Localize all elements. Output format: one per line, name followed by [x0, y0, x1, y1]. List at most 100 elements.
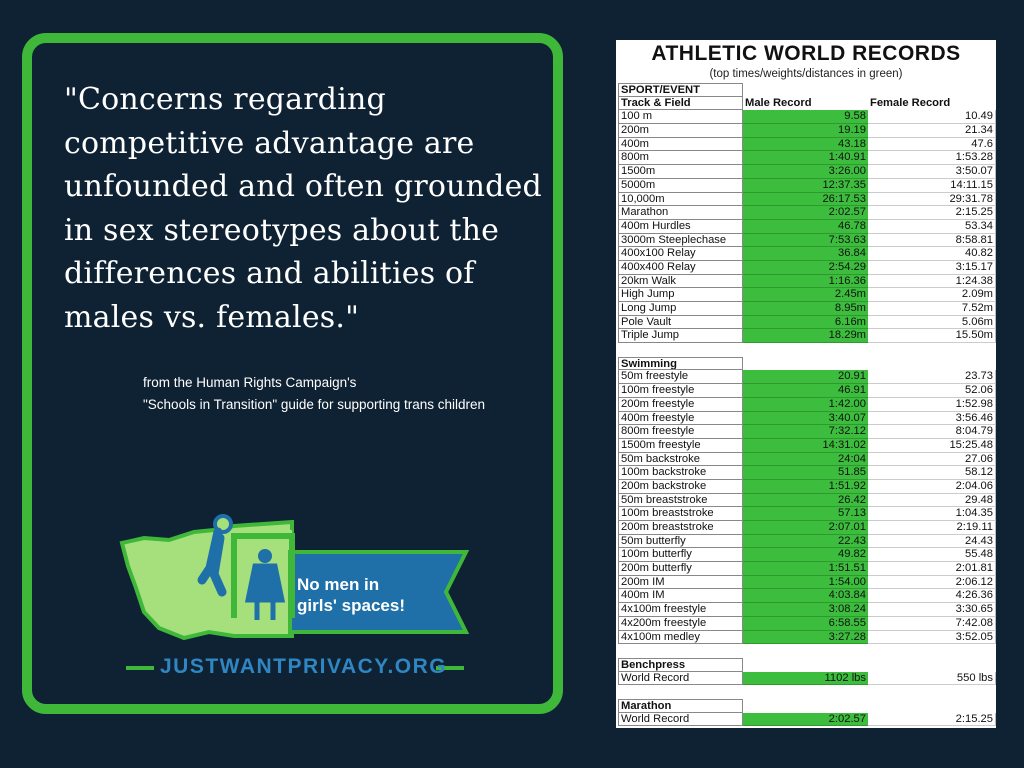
table-row: 100m freestyle 46.91 52.06 — [618, 384, 996, 398]
male-record-cell: 36.84 — [743, 247, 868, 261]
male-record-cell: 2:02.57 — [743, 712, 868, 727]
table-row: 3000m Steeplechase 7:53.63 8:58.81 — [618, 233, 996, 248]
table-row: 200m breaststroke 2:07.01 2:19.11 — [618, 521, 996, 535]
event-cell: World Record — [618, 712, 743, 727]
man-figure-body — [197, 527, 227, 597]
logo-url: JUSTWANTPRIVACY.ORG — [160, 655, 448, 678]
event-cell: 50m breaststroke — [618, 493, 743, 508]
female-record-cell: 7.52m — [868, 302, 996, 316]
event-cell: 100m freestyle — [618, 384, 743, 398]
male-record-cell: 1:42.00 — [743, 397, 868, 412]
male-record-cell: 46.78 — [743, 219, 868, 234]
swimming-header-row: Swimming — [618, 356, 996, 371]
male-record-cell: 49.82 — [743, 548, 868, 563]
event-cell: 800m — [618, 151, 743, 166]
female-record-cell: 14:11.15 — [868, 178, 996, 193]
table-row: Long Jump 8.95m 7.52m — [618, 302, 996, 316]
table-row: 200m 19.19 21.34 — [618, 124, 996, 138]
male-record-cell: 22.43 — [743, 534, 868, 549]
event-cell: 200m breaststroke — [618, 521, 743, 535]
female-record-cell: 29:31.78 — [868, 192, 996, 207]
door-frame — [231, 533, 295, 618]
male-record-cell: 18.29m — [743, 329, 868, 344]
col-male-header: Male Record — [745, 96, 812, 109]
section-label: SPORT/EVENT — [618, 83, 743, 97]
event-cell: 200m IM — [618, 575, 743, 590]
table-row: 400x100 Relay 36.84 40.82 — [618, 247, 996, 261]
female-record-cell: 3:15.17 — [868, 260, 996, 275]
event-cell: 50m backstroke — [618, 452, 743, 467]
event-cell: 100m breaststroke — [618, 507, 743, 521]
female-record-cell: 10.49 — [868, 110, 996, 125]
table-row: 4x200m freestyle 6:58.55 7:42.08 — [618, 616, 996, 631]
event-cell: 10,000m — [618, 192, 743, 207]
records-subtitle: (top times/weights/distances in green) — [709, 68, 903, 80]
female-record-cell: 2:15.25 — [868, 206, 996, 220]
section-header-row: SPORT/EVENT — [618, 83, 996, 97]
male-record-cell: 1:40.91 — [743, 151, 868, 166]
male-record-cell: 46.91 — [743, 384, 868, 398]
female-record-cell: 1:53.28 — [868, 151, 996, 166]
male-record-cell: 4:03.84 — [743, 589, 868, 604]
male-record-cell: 2:54.29 — [743, 260, 868, 275]
table-row: 100m backstroke 51.85 58.12 — [618, 466, 996, 480]
event-cell: World Record — [618, 671, 743, 686]
event-cell: 400m — [618, 137, 743, 152]
female-record-cell: 27.06 — [868, 452, 996, 467]
table-row: 400m 43.18 47.6 — [618, 137, 996, 152]
marathon-label: Marathon — [618, 698, 743, 713]
woman-figure-body — [244, 563, 286, 620]
male-record-cell: 12:37.35 — [743, 178, 868, 193]
attribution-line-1: from the Human Rights Campaign's — [143, 375, 357, 390]
just-want-privacy-logo — [119, 514, 470, 670]
table-row: 10,000m 26:17.53 29:31.78 — [618, 192, 996, 207]
table-row: 20km Walk 1:16.36 1:24.38 — [618, 274, 996, 289]
male-record-cell: 51.85 — [743, 466, 868, 480]
table-row: 400m freestyle 3:40.07 3:56.46 — [618, 411, 996, 426]
male-record-cell: 2:02.57 — [743, 206, 868, 220]
table-row: 100m breaststroke 57.13 1:04.35 — [618, 507, 996, 521]
logo-banner-text: No men in girls' spaces! — [297, 574, 405, 616]
event-cell: 200m backstroke — [618, 479, 743, 494]
male-record-cell: 1102 lbs — [743, 671, 868, 686]
female-record-cell: 47.6 — [868, 137, 996, 152]
table-row: 4x100m medley 3:27.28 3:52.05 — [618, 630, 996, 645]
female-record-cell: 3:30.65 — [868, 603, 996, 617]
event-cell: 50m butterfly — [618, 534, 743, 549]
event-cell: 400m freestyle — [618, 411, 743, 426]
female-record-cell: 2:19.11 — [868, 521, 996, 535]
male-record-cell: 1:54.00 — [743, 575, 868, 590]
banner-line-1: No men in — [297, 575, 380, 594]
swimming-label: Swimming — [618, 356, 743, 371]
table-row: High Jump 2.45m 2.09m — [618, 288, 996, 302]
female-record-cell: 2:15.25 — [868, 712, 996, 727]
female-record-cell: 7:42.08 — [868, 616, 996, 631]
event-cell: 50m freestyle — [618, 370, 743, 385]
event-cell: 400x100 Relay — [618, 247, 743, 261]
female-record-cell: 1:24.38 — [868, 274, 996, 289]
male-record-cell: 26:17.53 — [743, 192, 868, 207]
event-cell: 4x200m freestyle — [618, 616, 743, 631]
event-cell: 4x100m medley — [618, 630, 743, 645]
female-record-cell: 21.34 — [868, 124, 996, 138]
male-record-cell: 3:26.00 — [743, 165, 868, 179]
male-record-cell: 14:31.02 — [743, 438, 868, 453]
male-record-cell: 3:27.28 — [743, 630, 868, 645]
male-record-cell: 26.42 — [743, 493, 868, 508]
female-record-cell: 8:04.79 — [868, 425, 996, 439]
event-cell: 800m freestyle — [618, 425, 743, 439]
quote-text: "Concerns regarding competitive advantag… — [64, 82, 542, 335]
male-record-cell: 20.91 — [743, 370, 868, 385]
table-row: 200m freestyle 1:42.00 1:52.98 — [618, 397, 996, 412]
table-row: World Record 2:02.57 2:15.25 — [618, 712, 996, 727]
event-cell: High Jump — [618, 288, 743, 302]
table-row: 50m backstroke 24:04 27.06 — [618, 452, 996, 467]
marathon-header-row: Marathon — [618, 698, 996, 713]
quote-attribution: from the Human Rights Campaign's "School… — [143, 372, 563, 416]
female-record-cell: 1:52.98 — [868, 397, 996, 412]
col-event-header: Track & Field — [618, 96, 743, 111]
male-record-cell: 19.19 — [743, 124, 868, 138]
table-row: Pole Vault 6.16m 5.06m — [618, 315, 996, 330]
female-record-cell: 550 lbs — [868, 671, 996, 686]
table-row: 50m butterfly 22.43 24.43 — [618, 534, 996, 549]
